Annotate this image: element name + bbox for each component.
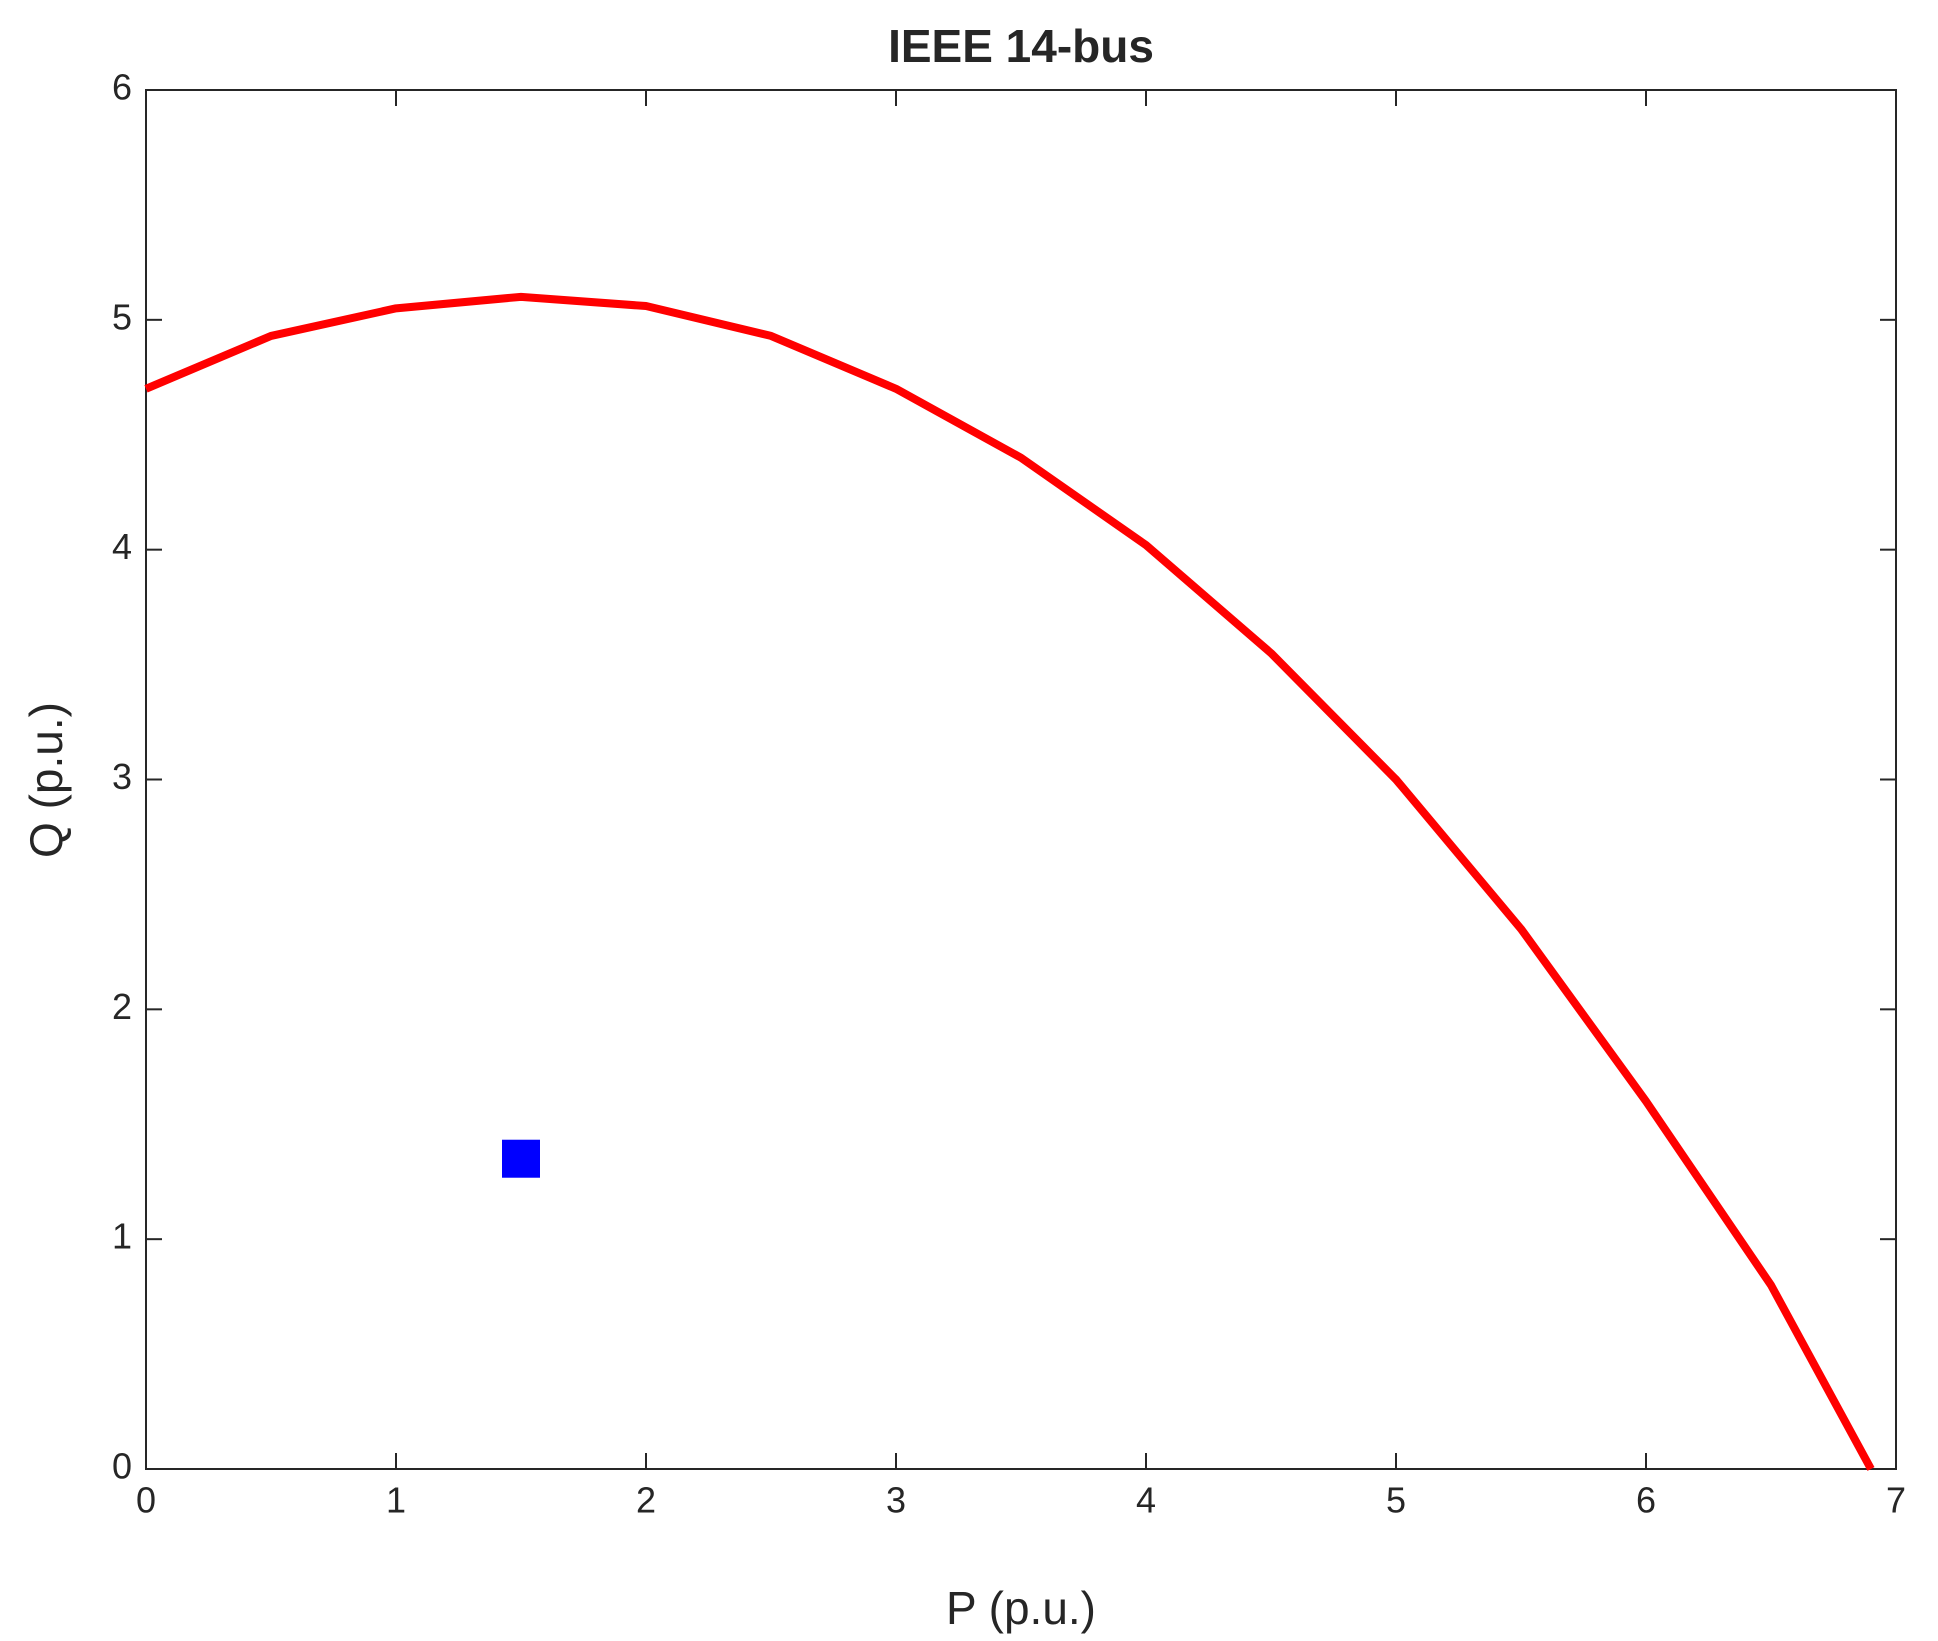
x-axis-label: P (p.u.): [946, 1582, 1096, 1634]
y-tick-label: 0: [112, 1446, 132, 1487]
y-tick-label: 2: [112, 986, 132, 1027]
x-tick-label: 4: [1136, 1480, 1156, 1521]
y-tick-label: 5: [112, 296, 132, 337]
x-tick-label: 3: [886, 1480, 906, 1521]
x-tick-label: 2: [636, 1480, 656, 1521]
y-tick-label: 3: [112, 756, 132, 797]
x-tick-label: 0: [136, 1480, 156, 1521]
plot-area: [145, 89, 1897, 1470]
curve: [144, 292, 1875, 1471]
x-tick-label: 6: [1636, 1480, 1656, 1521]
y-tick-label: 4: [112, 526, 132, 567]
x-tick-label: 7: [1886, 1480, 1906, 1521]
x-tick-label: 1: [386, 1480, 406, 1521]
chart-title: IEEE 14-bus: [888, 20, 1154, 72]
y-tick-label: 6: [112, 67, 132, 108]
y-axis-label: Q (p.u.): [20, 702, 72, 858]
x-tick-label: 5: [1386, 1480, 1406, 1521]
y-tick-label: 1: [112, 1216, 132, 1257]
marker: [502, 1139, 540, 1178]
